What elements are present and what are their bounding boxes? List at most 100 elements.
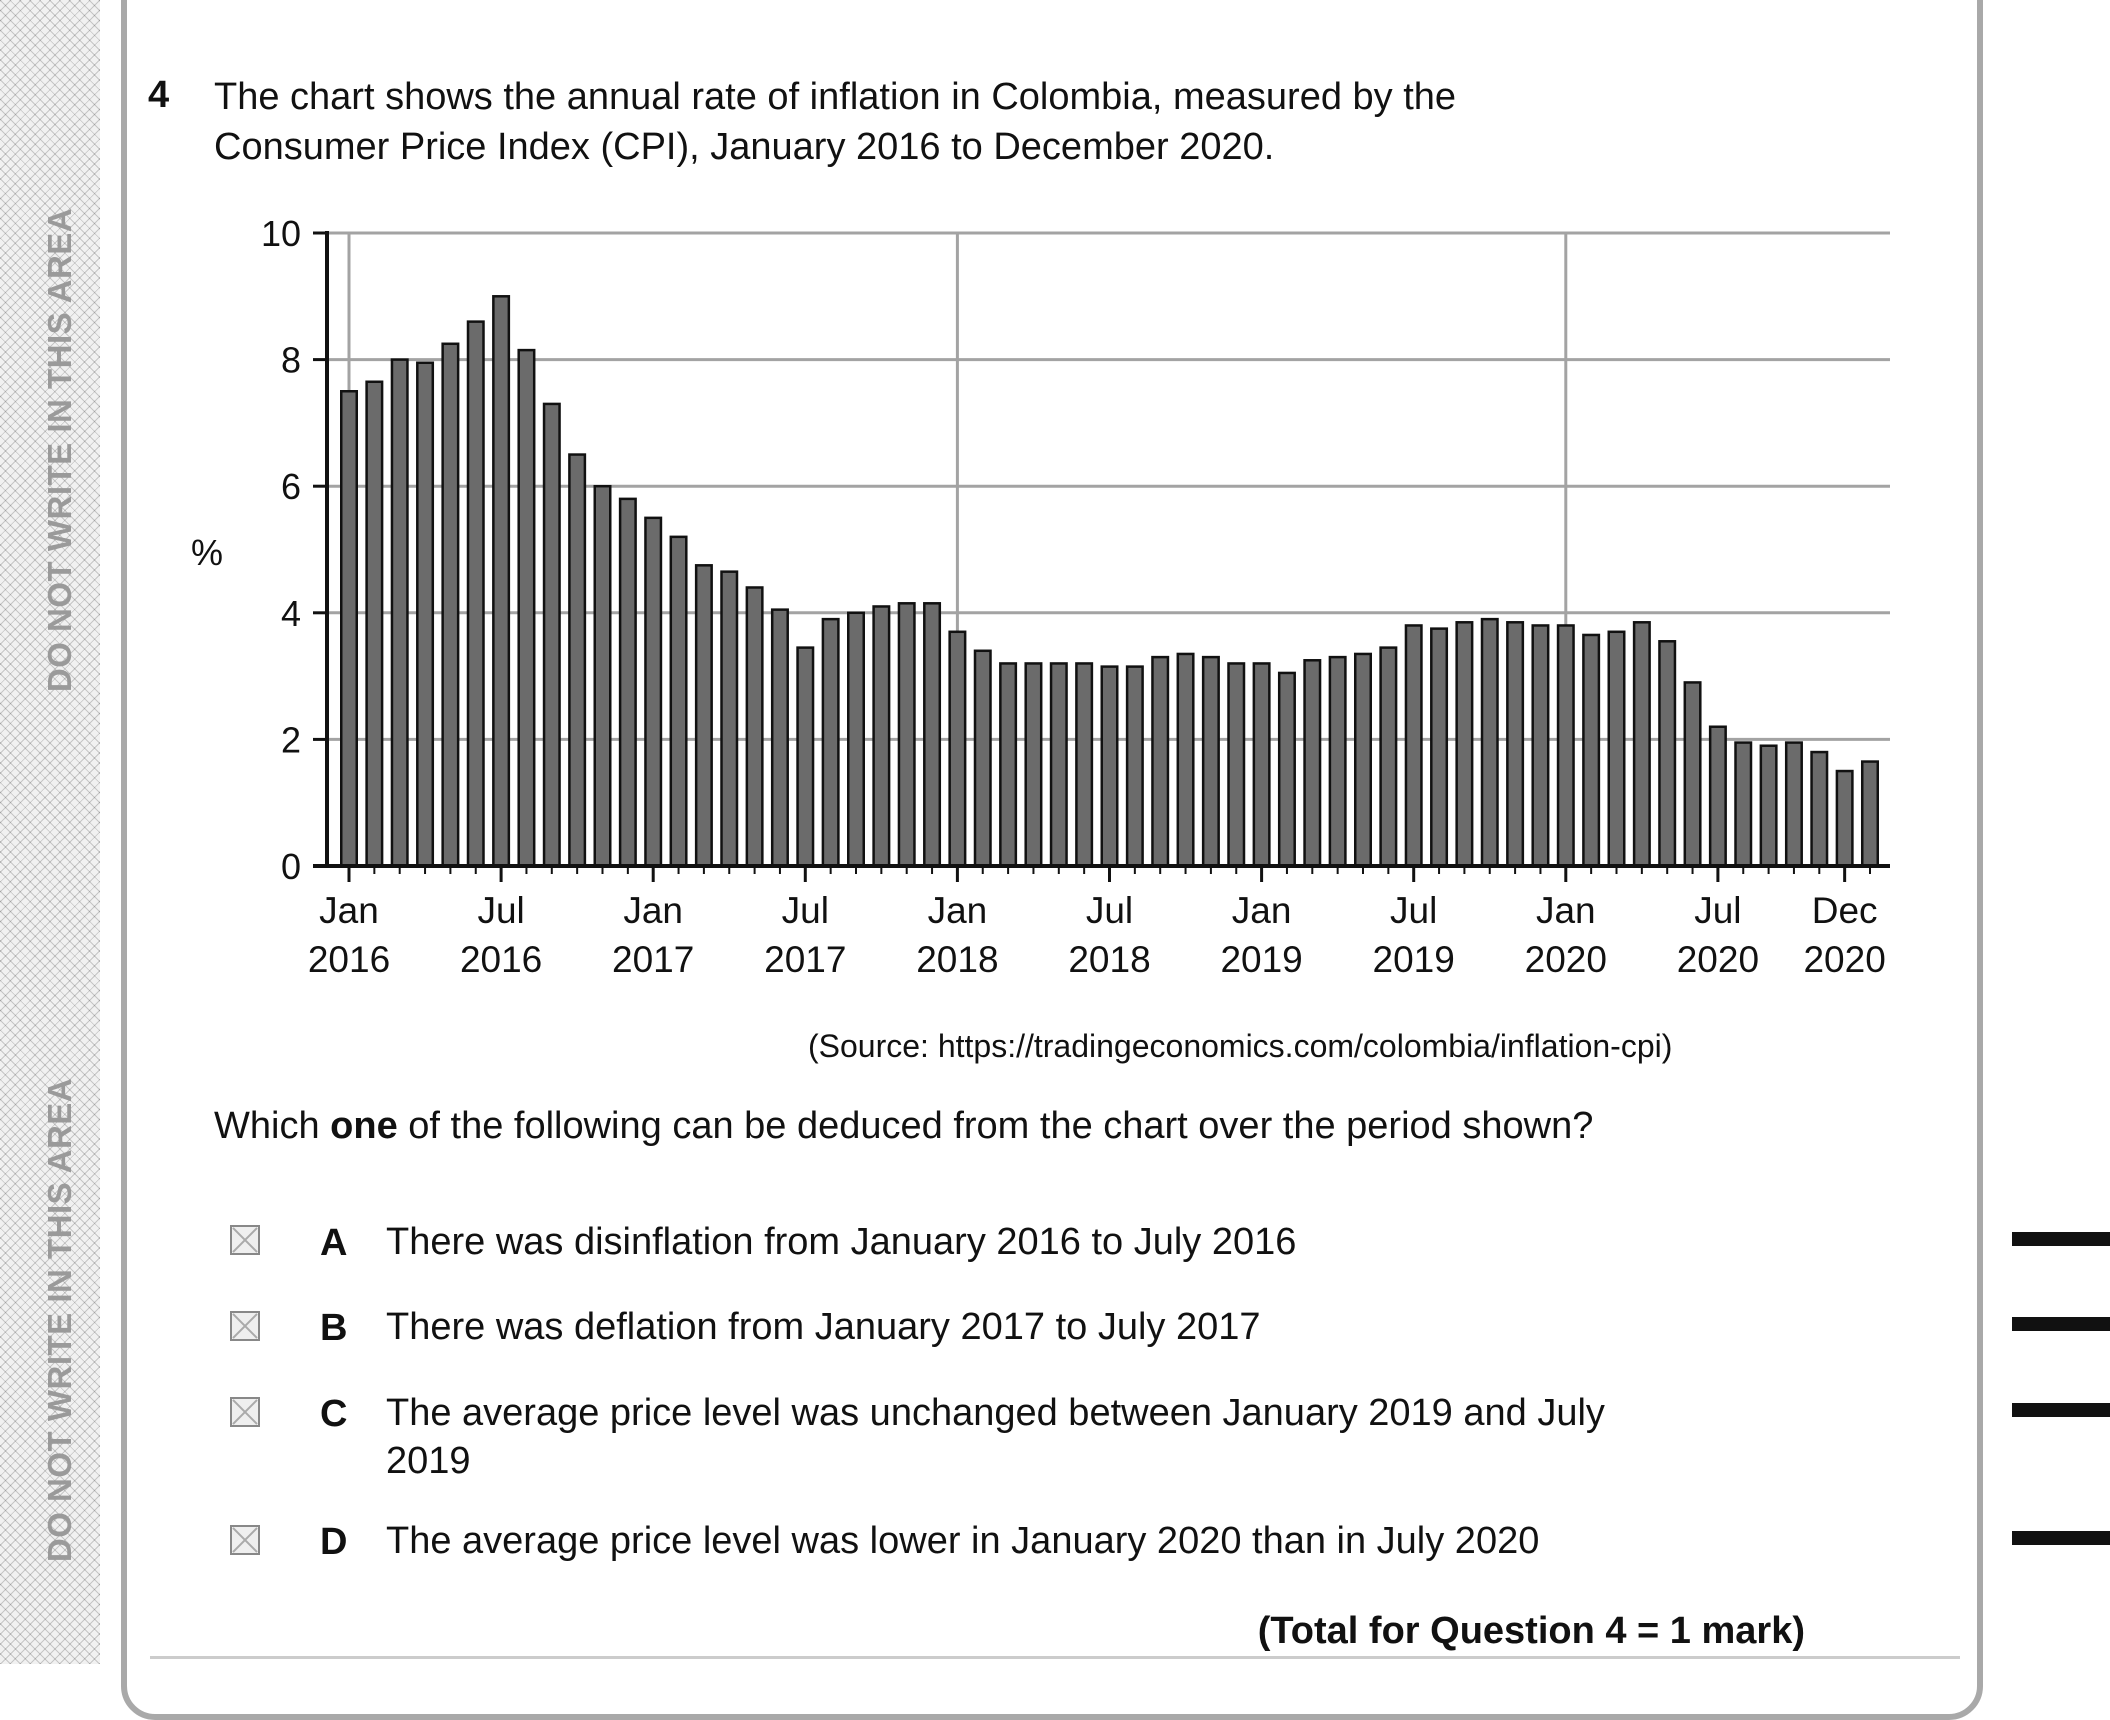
x-tick-label-month: Jan [623,890,683,931]
bar [1049,662,1068,868]
bar [390,358,409,868]
bar [948,630,967,868]
bar [770,608,789,868]
y-tick-label: 4 [281,593,301,634]
bar [1861,760,1879,868]
option-b-text: There was deflation from January 2017 to… [386,1306,1261,1348]
bar [872,605,891,868]
x-tick-label-month: Jan [1232,890,1292,931]
bar [416,361,435,868]
x-tick-label-month: Jul [1390,890,1437,931]
bar [492,295,511,868]
chart-labels: 0 2 4 6 8 10 Jan 2016 Jul 2016 Jan 2017 Jul 2017 Jan 20… [191,213,1886,980]
bar [1683,681,1702,868]
bar [669,535,688,868]
option-d-text: The average price level was lower in Jan… [386,1520,1540,1562]
bar [1430,627,1449,868]
bar [1252,662,1271,868]
y-tick-label: 8 [281,340,301,381]
question-prompt: Which one of the following can be deduce… [214,1105,1593,1148]
option-c-checkbox[interactable] [230,1397,260,1427]
question-stem: The chart shows the annual rate of infla… [214,76,1457,168]
x-tick-label-year: 2017 [764,939,846,980]
x-tick-label-year: 2019 [1220,939,1302,980]
prompt-emphasis: one [330,1105,398,1147]
bar [1708,725,1727,868]
bar [1759,744,1778,868]
y-tick-label: 2 [281,719,301,760]
bottom-rule [150,1656,1960,1659]
x-tick-label-year: 2018 [1068,939,1150,980]
bar [821,617,840,868]
option-d-checkbox[interactable] [230,1525,260,1555]
x-tick-label-year: 2017 [612,939,694,980]
prompt-text-start: Which [214,1105,331,1147]
question-number: 4 [148,74,170,116]
bar [1125,665,1144,868]
bar [1632,621,1651,868]
x-tick-label-month: Jan [928,890,988,931]
bar [1784,741,1803,868]
bar [1277,671,1296,868]
y-tick-label: 10 [261,213,301,254]
bar [1100,665,1119,868]
bar [1480,617,1499,868]
bar [999,662,1018,868]
bar [1328,655,1347,868]
option-a-checkbox[interactable] [230,1225,260,1255]
bar [1379,646,1398,868]
x-tick-label-year: 2020 [1803,939,1885,980]
bar [1151,655,1170,868]
bar [1506,621,1525,868]
bar [1607,630,1626,868]
bar [340,390,358,868]
bar [694,564,713,868]
bar [1201,655,1220,868]
bar [847,611,865,868]
x-tick-label-month: Jul [1694,890,1741,931]
x-tick-label-year: 2018 [916,939,998,980]
bar [1404,624,1423,868]
bar [1075,662,1094,868]
x-tick-label-year: 2016 [460,939,542,980]
margin-strip: DO NOT WRITE IN THIS AREA DO NOT WRITE I… [0,0,100,1664]
option-c-text: The average price level was unchanged be… [386,1392,1605,1482]
answer-mark-line [2012,1317,2110,1331]
x-tick-label-month: Jan [1536,890,1596,931]
bar [466,320,485,868]
option-b-letter: B [320,1307,348,1349]
bar [1734,741,1753,868]
bar [618,497,637,868]
answer-mark-line [2012,1531,2110,1545]
bar [1303,659,1322,868]
x-tick-label-month: Jul [1086,890,1133,931]
bar [1810,750,1829,868]
bar [1354,652,1372,868]
bar [644,516,663,868]
y-tick-label: 0 [281,846,301,887]
chart-axes [313,231,1890,882]
bar [1176,652,1195,868]
bar [1455,621,1474,868]
x-tick-label-month: Dec [1812,890,1878,931]
margin-warning-bottom: DO NOT WRITE IN THIS AREA [41,1077,78,1563]
y-tick-label: 6 [281,466,301,507]
x-tick-label-month: Jul [782,890,829,931]
chart-bars [340,295,1879,868]
bar [720,570,739,868]
chart-source: (Source: https://tradingeconomics.com/co… [808,1028,1673,1064]
option-b-checkbox[interactable] [230,1311,260,1341]
bar [923,602,942,868]
option-c-letter: C [320,1393,348,1435]
x-tick-label-year: 2019 [1373,939,1455,980]
bar [542,402,561,868]
bar [1531,624,1550,868]
bar [1024,662,1043,868]
bar [568,453,587,868]
answer-mark-line [2012,1232,2110,1246]
x-tick-label-month: Jan [319,890,379,931]
bar [365,380,384,868]
question-total: (Total for Question 4 = 1 mark) [1257,1610,1805,1652]
bar [517,348,536,868]
bar [1835,769,1854,868]
